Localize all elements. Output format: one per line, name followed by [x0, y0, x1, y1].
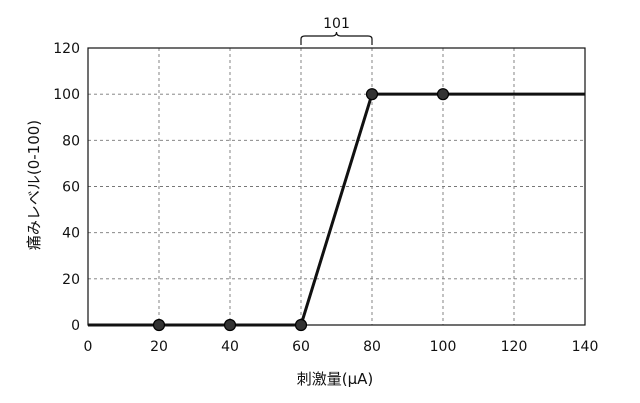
annotation-layer: 101: [300, 16, 373, 45]
series-line: [88, 92, 585, 327]
x-tick-label: 0: [84, 339, 93, 355]
x-tick-label: 20: [150, 339, 168, 355]
x-tick-label: 40: [221, 339, 239, 355]
plot-frame: [87, 47, 586, 326]
y-axis-title: 痛みレベル(0-100): [25, 120, 43, 250]
x-tick-label: 140: [572, 339, 599, 355]
tick-labels: 0 20 40 60 80 100 120 140 0 20 40 60 80 100 120: [53, 41, 598, 355]
grid: [88, 48, 585, 325]
x-tick-label: 80: [363, 339, 381, 355]
data-point: [152, 318, 166, 332]
data-point: [223, 318, 237, 332]
data-point: [365, 88, 379, 101]
x-axis-title: 刺激量(μA): [297, 370, 374, 388]
series-layer: [88, 92, 585, 327]
y-tick-label: 20: [62, 272, 80, 288]
y-tick-label: 0: [71, 318, 80, 334]
y-tick-label: 60: [62, 180, 80, 196]
marker-layer: [152, 88, 450, 332]
data-point: [436, 88, 450, 101]
x-tick-label: 100: [430, 339, 457, 355]
y-tick-label: 40: [62, 226, 80, 242]
y-tick-label: 100: [53, 87, 80, 103]
y-tick-label: 120: [53, 41, 80, 57]
x-tick-label: 60: [292, 339, 310, 355]
x-tick-label: 120: [501, 339, 528, 355]
annotation-label: 101: [323, 16, 350, 32]
data-point: [294, 318, 308, 332]
y-tick-label: 80: [62, 133, 80, 149]
annotation-bracket: [300, 31, 373, 45]
